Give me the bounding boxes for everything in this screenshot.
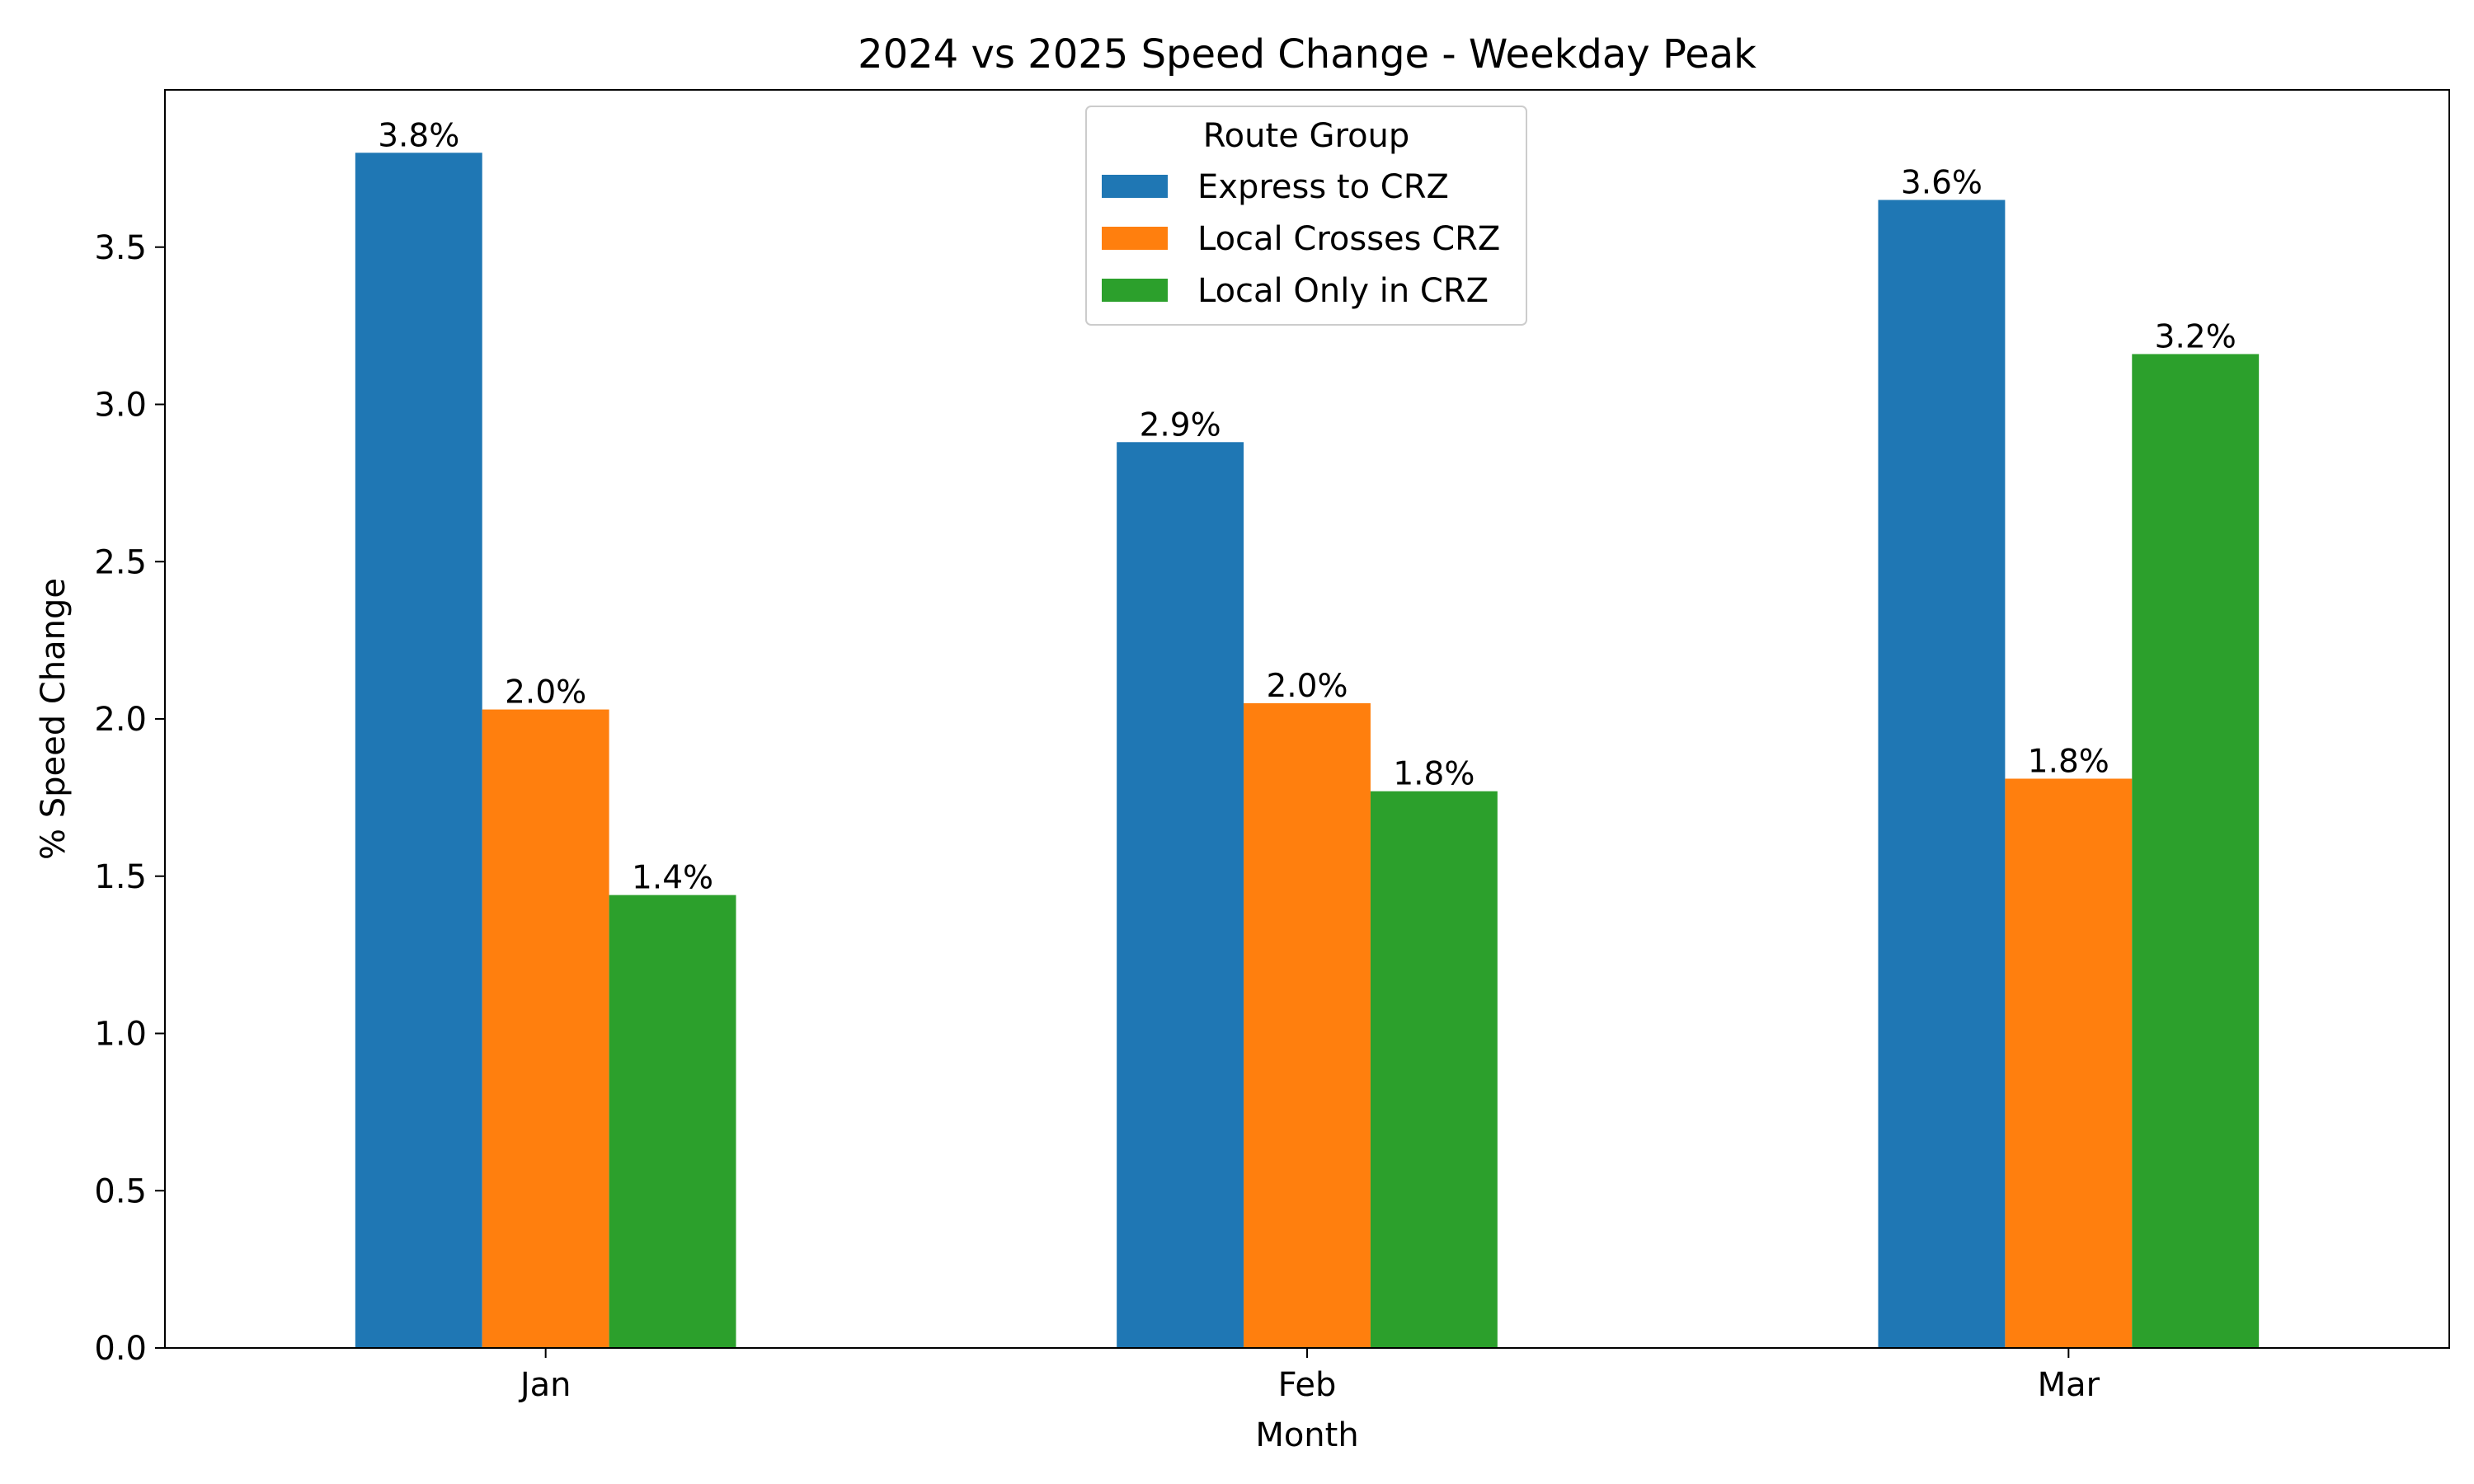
plot-area: 3.8% 2.9% 3.6% 2.0% 2.0% 1.8% 1.4% 1.8% 3.2% 0.0 0… <box>94 89 2450 1404</box>
legend-swatch <box>1102 175 1168 198</box>
data-label: 1.8% <box>2028 743 2109 780</box>
x-tick-label: Mar <box>2038 1366 2100 1404</box>
bar-jan-2 <box>482 709 609 1348</box>
data-label: 1.4% <box>632 860 713 897</box>
x-axis-label: Month <box>1255 1416 1358 1454</box>
data-label: 3.2% <box>2155 318 2236 355</box>
data-label: 2.0% <box>1266 668 1348 705</box>
y-tick-label: 3.5 <box>94 229 147 267</box>
y-tick-label: 1.5 <box>94 858 147 896</box>
data-label: 1.8% <box>1393 756 1475 793</box>
x-tick-label: Jan <box>518 1366 571 1404</box>
axes-frame <box>164 89 2450 1349</box>
y-tick-label: 2.5 <box>94 543 147 581</box>
y-tick-label: 2.0 <box>94 701 147 739</box>
bar-mar-3 <box>2132 354 2260 1349</box>
legend-swatch <box>1102 227 1168 250</box>
data-label: 3.6% <box>1901 165 1982 202</box>
bar-mar-2 <box>2005 778 2133 1348</box>
bar-feb-3 <box>1370 791 1498 1348</box>
y-tick-label: 0.0 <box>94 1330 147 1368</box>
data-label: 3.8% <box>378 117 459 154</box>
bar-feb-2 <box>1244 702 1371 1348</box>
legend-frame <box>1085 106 1527 326</box>
legend-label: Express to CRZ <box>1197 168 1449 206</box>
y-tick-label: 3.0 <box>94 387 147 425</box>
legend-label: Local Crosses CRZ <box>1197 220 1500 258</box>
data-label: 2.9% <box>1140 406 1221 444</box>
legend: Route Group Express to CRZ Local Crosses … <box>1085 106 1527 326</box>
data-label: 2.0% <box>505 674 586 711</box>
y-tick-label: 0.5 <box>94 1172 147 1210</box>
legend-swatch <box>1102 279 1168 302</box>
bar-mar-1 <box>1878 200 2006 1348</box>
x-tick-label: Feb <box>1278 1366 1337 1404</box>
legend-label: Local Only in CRZ <box>1197 272 1489 310</box>
bar-feb-1 <box>1117 442 1244 1348</box>
chart-title: 2024 vs 2025 Speed Change - Weekday Peak <box>858 31 1757 77</box>
bar-jan-1 <box>355 153 482 1348</box>
y-axis-label: % Speed Change <box>35 578 73 860</box>
y-tick-label: 1.0 <box>94 1016 147 1054</box>
legend-title: Route Group <box>1203 117 1410 155</box>
bar-jan-3 <box>609 895 736 1348</box>
